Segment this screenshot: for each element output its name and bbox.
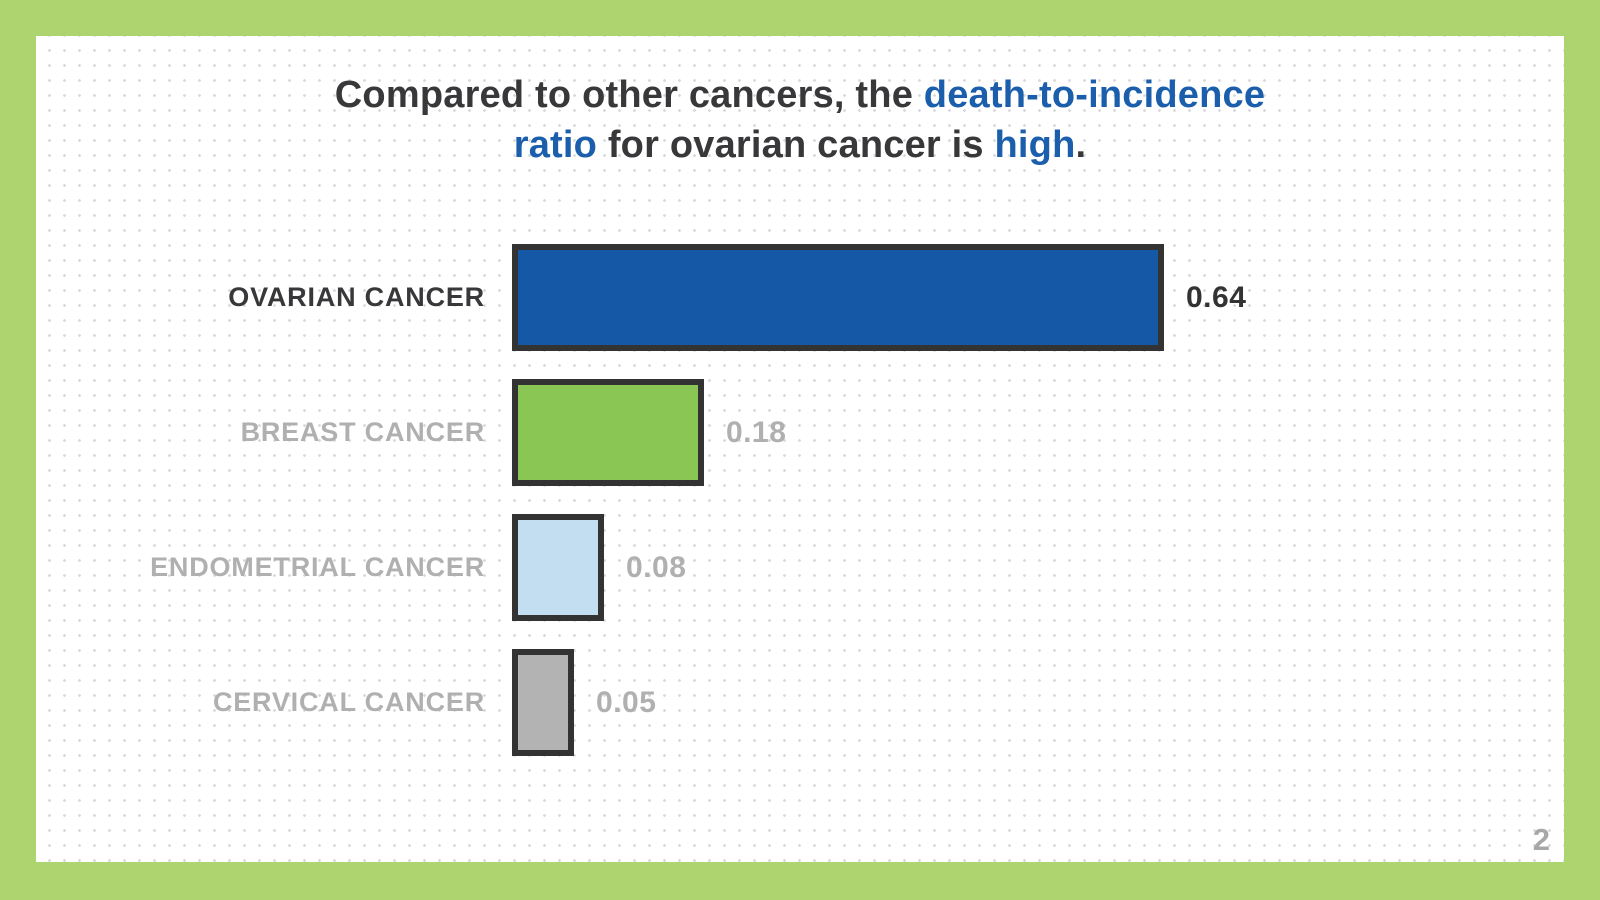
- bar-value-label: 0.05: [596, 685, 657, 719]
- bar-row: OVARIAN CANCER 0.64: [36, 230, 1564, 365]
- slide-title: Compared to other cancers, the death-to-…: [36, 70, 1564, 170]
- bar-value-label: 0.64: [1186, 280, 1247, 314]
- title-text: for ovarian cancer is: [597, 124, 995, 166]
- bar-value-label: 0.18: [726, 415, 787, 449]
- bar-row: BREAST CANCER 0.18: [36, 365, 1564, 500]
- title-line: ratio for ovarian cancer is high.: [36, 120, 1564, 170]
- title-accent-text: death-to-incidence: [923, 74, 1266, 116]
- page-number: 2: [1532, 822, 1550, 857]
- bar-value-label: 0.08: [626, 550, 687, 584]
- bar: [512, 649, 574, 756]
- title-text: Compared to other cancers, the: [334, 74, 924, 116]
- bar-category-label: BREAST CANCER: [240, 417, 485, 447]
- bar-category-label: OVARIAN CANCER: [228, 282, 485, 312]
- title-accent-text: ratio: [513, 124, 598, 166]
- title-line: Compared to other cancers, the death-to-…: [36, 70, 1564, 120]
- title-accent-text: high: [994, 124, 1076, 166]
- bar: [512, 379, 704, 486]
- bar: [512, 244, 1164, 351]
- title-text: .: [1075, 124, 1087, 166]
- bar: [512, 514, 604, 621]
- bar-row: ENDOMETRIAL CANCER 0.08: [36, 500, 1564, 635]
- bar-chart: OVARIAN CANCER 0.64 BREAST CANCER 0.18 ENDOM…: [36, 230, 1564, 770]
- bar-row: CERVICAL CANCER 0.05: [36, 635, 1564, 770]
- slide-card: Compared to other cancers, the death-to-…: [36, 36, 1564, 862]
- bar-category-label: ENDOMETRIAL CANCER: [150, 552, 485, 582]
- bar-category-label: CERVICAL CANCER: [212, 687, 485, 717]
